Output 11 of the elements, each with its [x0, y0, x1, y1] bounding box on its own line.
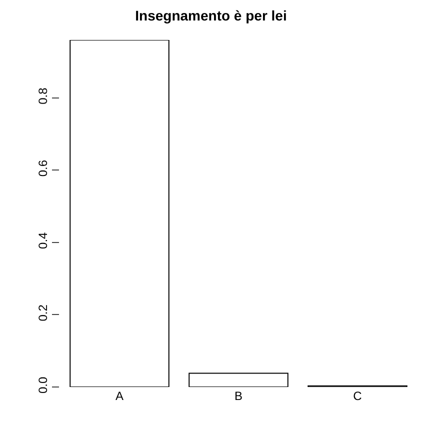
y-tick-label: 0.8: [36, 87, 50, 104]
chart-title: Insegnamento è per lei: [135, 8, 287, 24]
y-tick-label: 0.6: [36, 160, 50, 177]
y-tick-label: 0.4: [36, 232, 50, 249]
bar: [70, 40, 170, 387]
x-tick-label: C: [353, 389, 362, 403]
x-tick-label: A: [115, 389, 124, 403]
y-tick-label: 0.0: [36, 376, 50, 394]
bar: [188, 372, 288, 387]
y-tick-label: 0.2: [36, 304, 50, 322]
x-tick-label: B: [234, 389, 243, 403]
